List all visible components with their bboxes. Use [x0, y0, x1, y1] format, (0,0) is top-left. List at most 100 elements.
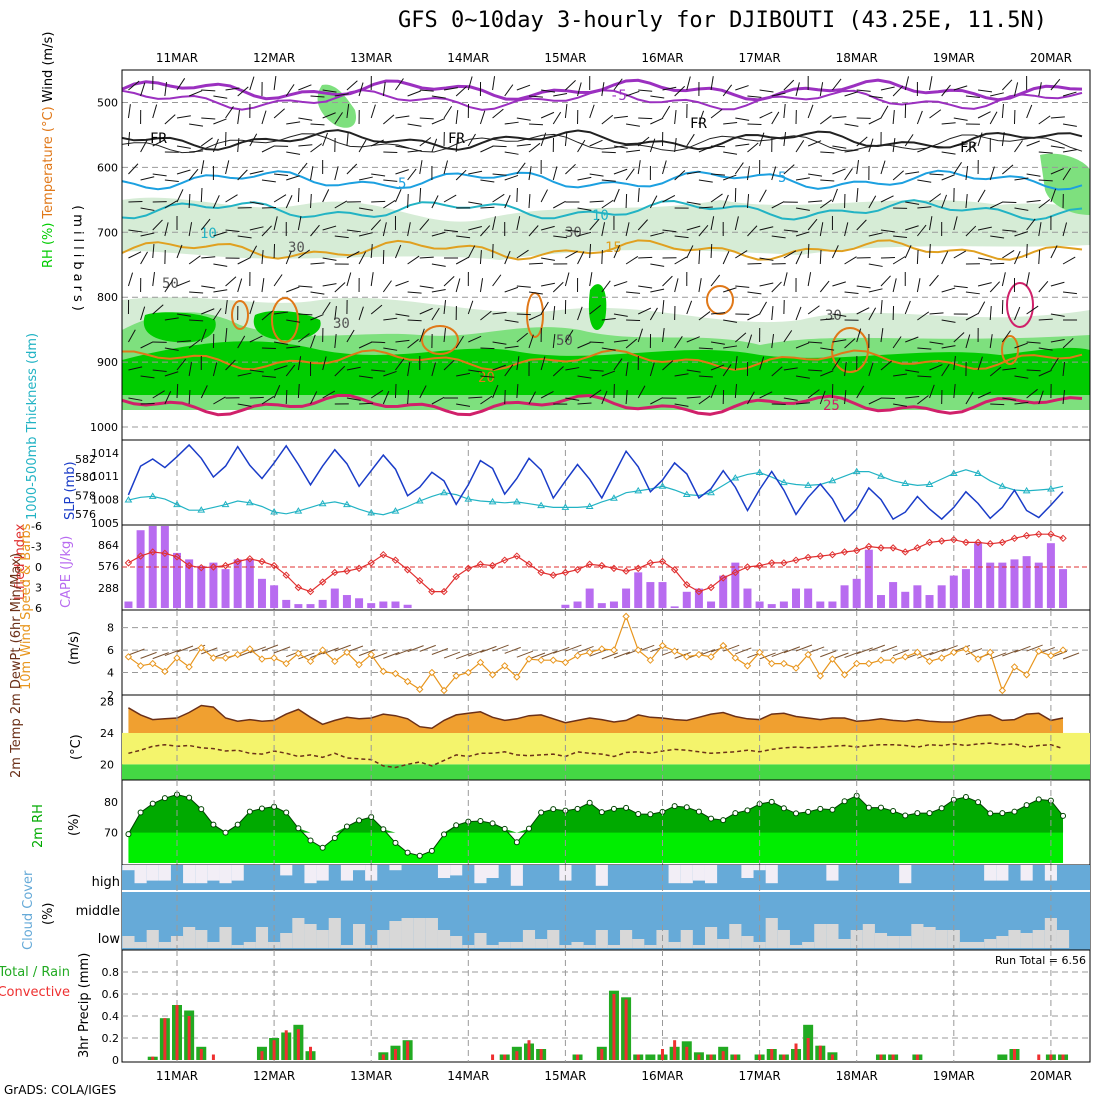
wind10-marker	[185, 663, 193, 671]
cloud-high-gap	[450, 865, 463, 876]
wind-barb	[1026, 369, 1041, 372]
dewpoint-low-band	[122, 764, 1090, 780]
wind-barb	[746, 166, 750, 181]
wind-barb	[249, 335, 263, 343]
wind10-marker	[889, 656, 897, 664]
wind-barb	[249, 300, 255, 315]
wind-barb	[565, 367, 580, 371]
li-marker	[185, 561, 193, 570]
wind-barb	[989, 201, 1004, 209]
wind-barb	[128, 200, 143, 203]
rh2m-marker	[999, 810, 1006, 817]
thickness-marker	[561, 503, 570, 510]
wind-barb	[334, 365, 346, 377]
wind-barb	[225, 160, 230, 175]
wind-barb	[200, 218, 211, 231]
wind10-barb	[383, 651, 400, 659]
cape-bar	[330, 588, 339, 608]
wind10-marker	[173, 654, 181, 662]
wind-barb	[698, 224, 709, 237]
wind-barb	[261, 250, 264, 265]
cloud-low-bar	[644, 945, 657, 948]
cloud-high-gap	[474, 865, 487, 884]
wind-barb	[261, 375, 276, 378]
wind-barb	[128, 80, 140, 91]
cloud-low-bar	[874, 933, 888, 948]
cloud-level-high: high	[92, 875, 120, 890]
li-marker	[270, 561, 278, 570]
wind-barb	[358, 207, 373, 211]
li-marker	[343, 567, 351, 575]
wind-barb	[844, 222, 849, 237]
wind10-marker	[149, 659, 157, 668]
wind-barb	[334, 306, 337, 321]
wind10-marker	[513, 673, 521, 681]
wind-barb	[456, 403, 471, 407]
cape-bar	[876, 595, 885, 608]
cloud-high-gap	[510, 865, 523, 886]
wind-barb	[917, 395, 929, 405]
wind-barb	[370, 104, 376, 119]
wind-barb	[929, 341, 944, 345]
wind-barb	[297, 383, 300, 399]
cape-bar	[391, 601, 400, 608]
wind10-marker	[331, 657, 339, 666]
cape-bar	[318, 599, 327, 608]
precip-conv-bar	[503, 1054, 507, 1060]
wind-barb	[989, 334, 993, 349]
wind-barb	[1002, 367, 1017, 371]
wind10-barb	[443, 651, 461, 659]
wind-barb	[322, 356, 327, 371]
wind-barb	[819, 82, 824, 97]
wind-barb	[431, 288, 446, 293]
wind-barb	[407, 123, 422, 127]
date-label-bottom: 16MAR	[641, 1069, 683, 1083]
cloud-high-gap	[146, 865, 159, 881]
cloud-low-bar	[717, 939, 730, 948]
wind-barb	[601, 280, 611, 293]
rh-shading-3	[122, 197, 1090, 260]
wind-barb	[1062, 338, 1074, 349]
wind10-marker	[306, 657, 315, 666]
cloud-low-bar	[729, 924, 742, 948]
wind-barb	[625, 168, 635, 181]
rh2m-marker	[768, 798, 775, 805]
wind-barb	[686, 225, 701, 231]
cloud-low-bar	[826, 924, 839, 948]
wind-barb	[613, 168, 628, 175]
wind10-barb	[164, 649, 182, 657]
li-marker	[428, 587, 436, 596]
wind10-barb	[140, 651, 157, 659]
wind-barb	[650, 263, 665, 267]
wind-barb	[601, 199, 614, 209]
wind-barb	[370, 139, 385, 147]
wind-barb	[273, 216, 278, 231]
wind-barb	[953, 143, 968, 147]
wind-barb	[346, 163, 358, 175]
wind-barb	[370, 389, 384, 399]
wind-barb	[528, 391, 536, 405]
wind-barb	[601, 249, 603, 265]
wind-barb	[189, 291, 204, 294]
wind-barb	[431, 118, 445, 125]
warm-contour-7	[1006, 282, 1034, 328]
wind-barb	[237, 138, 240, 153]
cloud-low-bar	[741, 936, 754, 948]
cape-bar	[355, 598, 364, 608]
wind-barb	[917, 347, 932, 350]
li-marker	[816, 552, 824, 560]
li-marker	[719, 574, 727, 582]
precip-conv-bar	[151, 1056, 155, 1060]
wind-barb	[929, 76, 933, 91]
wind-barb	[334, 112, 343, 125]
wind10-tick: 2	[107, 689, 114, 702]
wind-barb	[164, 222, 169, 237]
wind-barb	[541, 257, 556, 261]
wind-barb	[322, 225, 337, 231]
wind-barb	[613, 115, 628, 119]
wind-barb	[819, 199, 832, 209]
wind-barb	[370, 244, 373, 259]
wind-barb	[613, 78, 623, 91]
wind-barb	[953, 285, 968, 289]
cloud-low-bar	[535, 939, 548, 948]
